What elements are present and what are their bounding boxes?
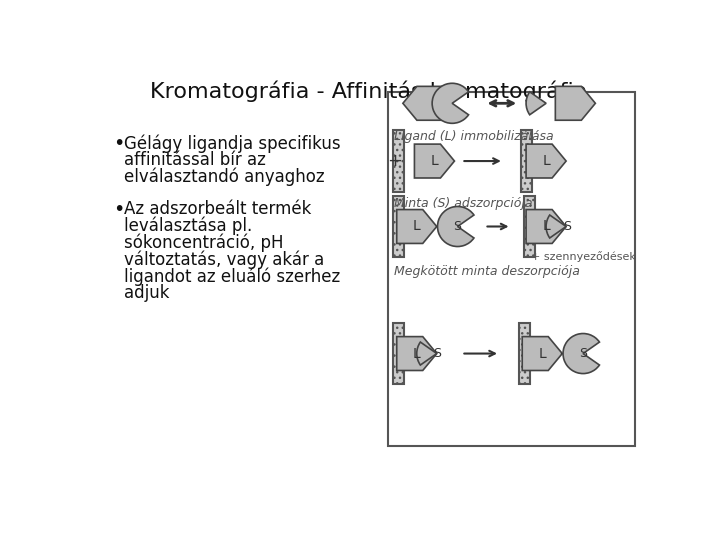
Text: L: L [413,347,420,361]
Text: Ligand (L) immobilizálása: Ligand (L) immobilizálása [395,130,554,143]
Bar [519,323,530,384]
Text: •: • [113,134,125,153]
Wedge shape [432,83,469,123]
Text: Gélágy ligandja specifikus: Gélágy ligandja specifikus [124,134,341,153]
Text: Az adszorbeált termék: Az adszorbeált termék [124,200,312,218]
Bar [393,195,404,257]
Text: változtatás, vagy akár a: változtatás, vagy akár a [124,251,325,269]
Polygon shape [397,336,437,370]
Text: Kromatográfia - Affinitás kromatográfia: Kromatográfia - Affinitás kromatográfia [150,80,588,102]
Wedge shape [417,342,437,365]
Text: L: L [539,347,546,361]
Text: L: L [431,154,438,168]
Text: adjuk: adjuk [124,284,170,302]
Polygon shape [555,86,595,120]
Bar [393,130,404,192]
Wedge shape [526,92,546,115]
Polygon shape [522,336,562,370]
Bar [521,130,532,192]
Text: elválasztandó anyaghoz: elválasztandó anyaghoz [124,168,325,186]
Text: Megkötött minta deszorpciója: Megkötött minta deszorpciója [395,265,580,278]
Text: ligandot az eluáló szerhez: ligandot az eluáló szerhez [124,267,341,286]
Wedge shape [438,206,474,247]
Polygon shape [526,210,566,244]
Wedge shape [546,215,566,238]
Polygon shape [415,144,454,178]
Bar [388,92,634,446]
Polygon shape [397,210,437,244]
Text: +: + [433,218,448,235]
Text: S: S [433,347,441,360]
Text: affinitással bír az: affinitással bír az [124,151,266,169]
Text: +: + [387,152,402,170]
Text: S: S [563,220,571,233]
Text: L: L [542,219,550,233]
Wedge shape [563,334,600,374]
Text: Minta (S) adszorpciója: Minta (S) adszorpciója [395,197,533,210]
Text: +: + [558,345,573,362]
Text: S: S [454,220,462,233]
Text: •: • [113,200,125,219]
Text: sókoncentráció, pH: sókoncentráció, pH [124,233,284,252]
Text: + szennyeződések: + szennyeződések [531,251,636,262]
Text: leválasztása pl.: leválasztása pl. [124,217,253,235]
Polygon shape [526,144,566,178]
Bar [523,195,534,257]
Text: L: L [542,154,550,168]
Text: S: S [579,347,587,360]
Text: L: L [413,219,420,233]
Polygon shape [403,86,443,120]
Bar [393,323,404,384]
